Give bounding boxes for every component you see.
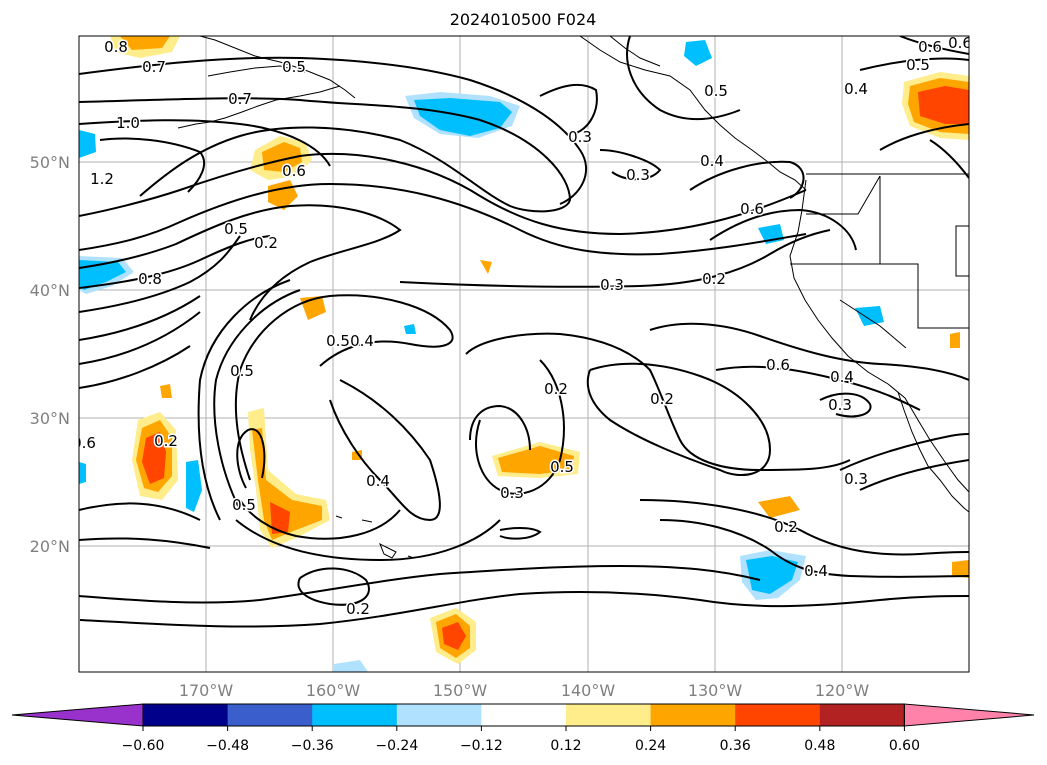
colorbar-tick-label: −0.12 <box>460 738 503 754</box>
lat-label-20n: 20°N <box>30 537 70 556</box>
patch-cold <box>79 462 86 484</box>
contour-label: 0.5 <box>232 496 256 514</box>
lon-label-140w: 140°W <box>561 681 616 700</box>
lat-label-30n: 30°N <box>30 409 70 428</box>
patch-cold <box>684 40 712 66</box>
lon-label-130w: 130°W <box>688 681 743 700</box>
colorbar-segment <box>566 704 652 726</box>
contour-label: 0.6 <box>918 38 942 56</box>
contour-label: 0.3 <box>568 128 592 146</box>
contour-label: 0.2 <box>774 518 798 536</box>
contour-label: 0.2 <box>346 600 370 618</box>
colorbar-segment <box>396 704 482 726</box>
colorbar-extend-max <box>903 703 1035 727</box>
gridlines <box>79 36 969 672</box>
filled-patches <box>79 36 969 672</box>
contour-label: 0.3 <box>828 396 852 414</box>
colorbar: −0.60 −0.48 −0.36 −0.24 −0.12 0.12 0.24 0.36 0.4… <box>11 703 1035 754</box>
colorbar-segment <box>227 704 313 726</box>
contour-label: 0.5 <box>224 220 248 238</box>
colorbar-segment <box>735 704 821 726</box>
colorbar-segment <box>481 704 567 726</box>
patch-warm <box>160 384 172 398</box>
contour-label: 0.5 <box>704 82 728 100</box>
contour-label: 0.6 <box>72 434 96 452</box>
contour-label: 0.6 <box>740 200 764 218</box>
contour-label: 0.2 <box>650 390 674 408</box>
patch-warm <box>950 332 960 348</box>
contour-label: 0.2 <box>702 270 726 288</box>
map-title: 2024010500 F024 <box>450 10 597 29</box>
colorbar-tick-label: −0.36 <box>291 738 334 754</box>
patch-cold <box>334 660 368 672</box>
colorbar-tick-label: −0.60 <box>122 738 165 754</box>
patch-cold <box>855 306 884 326</box>
patch-cold <box>79 130 96 158</box>
contour-label: 0.6 <box>282 162 306 180</box>
map-frame <box>78 35 970 673</box>
contour-label: 0.2 <box>154 432 178 450</box>
colorbar-segment <box>819 704 905 726</box>
contour-label: 1.2 <box>90 170 114 188</box>
contour-label: 0.3 <box>600 276 624 294</box>
contour-label: 1.0 <box>116 114 140 132</box>
latitude-labels: 50°N 40°N 30°N 20°N <box>30 153 70 556</box>
contour-label: 0.3 <box>500 484 524 502</box>
lon-label-160w: 160°W <box>306 681 361 700</box>
colorbar-frame <box>142 703 905 727</box>
colorbar-segment <box>143 704 229 726</box>
contour-label: 0.6 <box>948 34 972 52</box>
colorbar-tick-label: 0.48 <box>804 738 835 754</box>
contour-label: 0.4 <box>844 80 868 98</box>
patch-warm <box>952 560 969 578</box>
colorbar-tick-label: −0.24 <box>375 738 418 754</box>
longitude-labels: 170°W 160°W 150°W 140°W 130°W 120°W <box>179 681 870 700</box>
contour-label: 0.8 <box>104 38 128 56</box>
colorbar-tick-label: −0.48 <box>206 738 249 754</box>
lon-label-170w: 170°W <box>179 681 234 700</box>
contour-label: 0.2 <box>544 380 568 398</box>
contour-label: 0.4 <box>366 472 390 490</box>
contour-label: 0.5 <box>550 458 574 476</box>
patch-warm <box>758 496 800 518</box>
contour-label: 0.5 <box>906 56 930 74</box>
colorbar-tick-label: 0.24 <box>635 738 666 754</box>
contour-label: 0.7 <box>142 58 166 76</box>
plot-area: 0.8 0.7 0.5 0.6 0.4 0.5 0.6 1.0 0.7 0.3 … <box>72 34 972 672</box>
contour-labels: 0.8 0.7 0.5 0.6 0.4 0.5 0.6 1.0 0.7 0.3 … <box>72 34 972 620</box>
contour-label: 0.5 <box>230 362 254 380</box>
contour-label: 0.4 <box>350 332 374 350</box>
contour-label: 0.3 <box>626 166 650 184</box>
colorbar-tick-label: 0.12 <box>550 738 581 754</box>
lon-label-150w: 150°W <box>433 681 488 700</box>
contour-label: 0.6 <box>766 356 790 374</box>
patch-cold <box>404 324 416 334</box>
colorbar-tick-label: 0.60 <box>889 738 920 754</box>
colorbar-segment <box>650 704 736 726</box>
contour-label: 0.5 <box>326 332 350 350</box>
lon-label-120w: 120°W <box>815 681 870 700</box>
lat-label-40n: 40°N <box>30 281 70 300</box>
contour-label: 0.4 <box>700 152 724 170</box>
contour-label: 0.5 <box>282 58 306 76</box>
contour-label: 0.2 <box>254 234 278 252</box>
contour-label: 0.3 <box>844 470 868 488</box>
colorbar-segment <box>312 704 398 726</box>
contour-label: 0.4 <box>804 562 828 580</box>
colorbar-extend-min <box>11 703 144 727</box>
contour-label: 0.4 <box>830 368 854 386</box>
lat-label-50n: 50°N <box>30 153 70 172</box>
contour-label: 0.8 <box>138 270 162 288</box>
contour-label: 0.7 <box>228 90 252 108</box>
colorbar-tick-label: 0.36 <box>720 738 751 754</box>
contour-lines <box>79 36 969 628</box>
patch-cold <box>186 460 202 512</box>
patch-warm <box>480 260 492 274</box>
